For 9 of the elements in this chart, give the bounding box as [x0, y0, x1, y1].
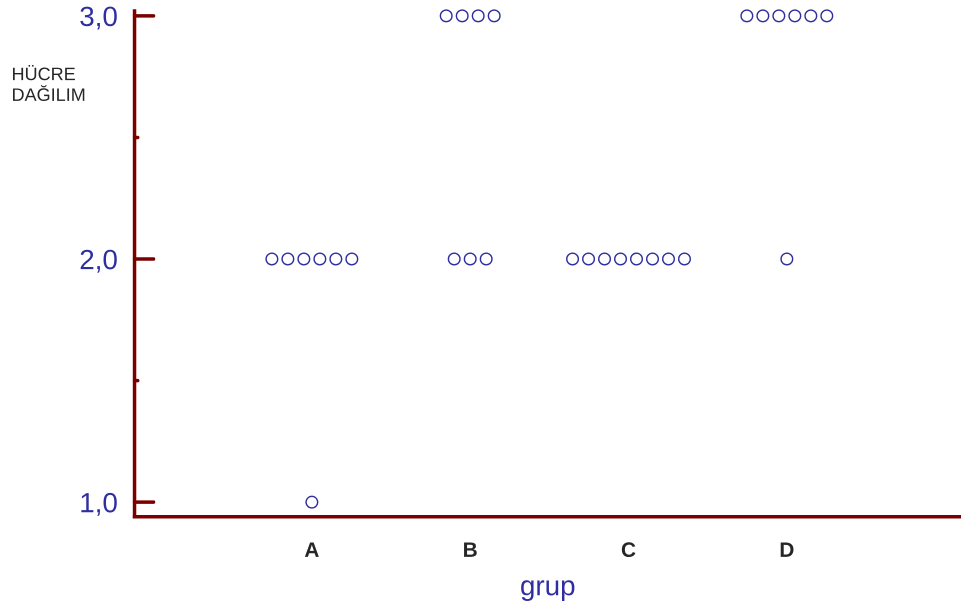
x-tick-label: C	[622, 542, 636, 558]
y-tick-label: 3,0	[80, 6, 117, 30]
y-tick-label: 2,0	[80, 250, 117, 273]
x-tick-label: A	[304, 542, 319, 557]
x-tick-label: D	[780, 542, 794, 557]
y-axis-title: HÜCRE DAĞILIM	[13, 65, 84, 102]
x-tick-label: B	[464, 542, 477, 557]
y-tick-label: 1,0	[81, 492, 117, 516]
x-axis-title: grup	[521, 580, 574, 601]
